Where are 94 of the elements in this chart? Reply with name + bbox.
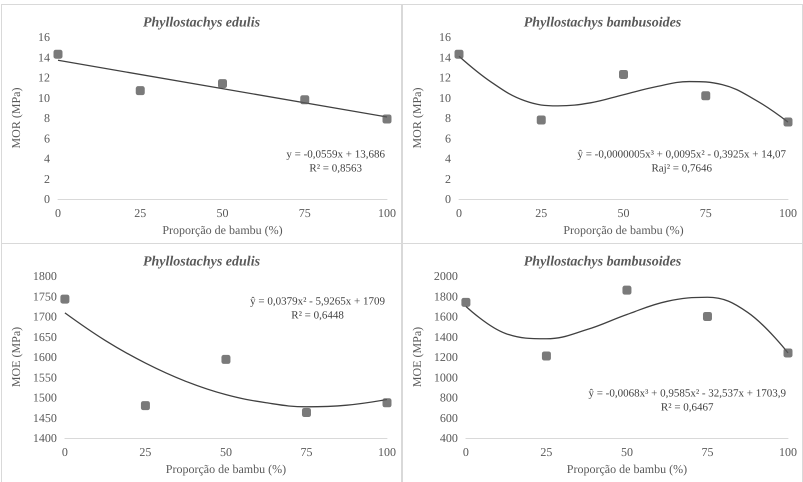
annotation: ŷ = -0,0068x³ + 0,9585x² - 32,537x + 1703,9 bbox=[588, 388, 786, 400]
point bbox=[701, 91, 710, 100]
x-tick-label: 25 bbox=[134, 206, 146, 220]
y-tick-label: 16 bbox=[38, 30, 50, 44]
y-axis-title: MOE (MPa) bbox=[410, 326, 424, 388]
point bbox=[622, 286, 632, 295]
chart-title: Phyllostachys edulis bbox=[142, 254, 261, 270]
y-tick-label: 400 bbox=[440, 431, 458, 445]
annotation: R² = 0,6467 bbox=[660, 402, 714, 414]
y-tick-label: 2 bbox=[445, 172, 451, 186]
y-tick-label: 1450 bbox=[32, 410, 57, 425]
y-tick-label: 10 bbox=[439, 90, 451, 105]
x-tick-label: 75 bbox=[298, 206, 311, 220]
point bbox=[542, 351, 551, 360]
y-axis-title: MOR (MPa) bbox=[410, 87, 424, 149]
y-tick-label: 14 bbox=[38, 50, 50, 64]
y-tick-label: 6 bbox=[44, 131, 50, 146]
x-tick-label: 100 bbox=[779, 206, 797, 220]
y-tick-label: 10 bbox=[38, 90, 50, 105]
x-tick-label: 25 bbox=[535, 206, 548, 220]
point bbox=[140, 401, 150, 410]
point bbox=[454, 50, 464, 59]
point bbox=[136, 86, 145, 96]
x-axis-title: Proporção de bambu (%) bbox=[162, 222, 283, 237]
y-tick-label: 2000 bbox=[434, 269, 458, 283]
point bbox=[302, 408, 311, 417]
x-tick-label: 50 bbox=[220, 445, 232, 459]
y-tick-label: 1200 bbox=[434, 350, 458, 364]
x-tick-label: 0 bbox=[62, 445, 68, 459]
chart-title: Phyllostachys bambusoides bbox=[524, 254, 682, 270]
y-tick-label: 1750 bbox=[32, 289, 57, 304]
x-tick-label: 100 bbox=[779, 445, 797, 459]
x-tick-label: 75 bbox=[700, 206, 712, 220]
point bbox=[218, 79, 227, 88]
annotation: y = -0,0559x + 13,686 bbox=[286, 148, 386, 160]
point bbox=[619, 70, 628, 79]
y-tick-label: 1400 bbox=[434, 330, 458, 344]
y-tick-label: 1000 bbox=[434, 370, 458, 384]
x-tick-label: 75 bbox=[701, 445, 714, 459]
y-tick-label: 0 bbox=[44, 192, 50, 206]
y-tick-label: 12 bbox=[439, 70, 451, 84]
annotation: R² = 0,6448 bbox=[291, 310, 344, 322]
y-tick-label: 1400 bbox=[32, 431, 57, 445]
y-tick-label: 1600 bbox=[32, 350, 57, 364]
point bbox=[221, 354, 230, 364]
x-tick-label: 25 bbox=[139, 445, 152, 459]
point bbox=[784, 118, 792, 127]
annotation: Raj² = 0,7646 bbox=[651, 162, 712, 174]
x-tick-label: 50 bbox=[216, 206, 228, 220]
y-tick-label: 1800 bbox=[32, 269, 57, 283]
y-axis-title: MOE (MPa) bbox=[9, 326, 23, 388]
point bbox=[784, 348, 792, 358]
point bbox=[60, 294, 70, 304]
point bbox=[382, 398, 392, 408]
y-tick-label: 4 bbox=[445, 152, 451, 166]
x-tick-label: 75 bbox=[300, 445, 312, 459]
x-tick-label: 25 bbox=[540, 445, 552, 459]
y-tick-label: 2 bbox=[44, 172, 50, 186]
y-tick-label: 1650 bbox=[32, 330, 57, 344]
annotation: R² = 0,8563 bbox=[309, 162, 363, 174]
y-tick-label: 1550 bbox=[32, 370, 57, 384]
x-axis-title: Proporção de bambu (%) bbox=[566, 462, 688, 476]
y-tick-label: 8 bbox=[44, 111, 50, 125]
y-tick-label: 600 bbox=[440, 410, 458, 425]
x-tick-label: 0 bbox=[462, 445, 469, 459]
annotation: ŷ = -0,0000005x³ + 0,0095x² - 0,3925x + 14,07 bbox=[577, 148, 786, 160]
y-tick-label: 12 bbox=[38, 70, 50, 84]
y-tick-label: 1700 bbox=[32, 310, 57, 324]
point bbox=[536, 116, 546, 125]
x-tick-label: 50 bbox=[620, 445, 633, 459]
y-axis-title: MOR (MPa) bbox=[9, 87, 23, 149]
annotation: ŷ = 0,0379x² - 5,9265x + 1709 bbox=[250, 296, 386, 308]
point bbox=[461, 298, 470, 307]
point bbox=[382, 114, 392, 124]
x-axis-title: Proporção de bambu (%) bbox=[563, 222, 684, 237]
y-tick-label: 1600 bbox=[434, 310, 458, 324]
point bbox=[300, 95, 310, 104]
y-tick-label: 0 bbox=[445, 192, 451, 206]
y-tick-label: 14 bbox=[439, 50, 451, 64]
y-tick-label: 8 bbox=[445, 111, 451, 125]
y-tick-label: 6 bbox=[445, 131, 451, 146]
point bbox=[54, 50, 62, 59]
y-tick-label: 16 bbox=[439, 30, 451, 44]
y-tick-label: 1800 bbox=[434, 289, 458, 304]
chart-title: Phyllostachys edulis bbox=[142, 16, 261, 30]
chart-title: Phyllostachys bambusoides bbox=[524, 16, 682, 30]
point bbox=[702, 312, 712, 321]
y-tick-label: 800 bbox=[440, 390, 458, 404]
y-tick-label: 4 bbox=[44, 152, 50, 166]
x-tick-label: 50 bbox=[618, 206, 630, 220]
x-tick-label: 100 bbox=[378, 445, 396, 459]
x-axis-title: Proporção de bambu (%) bbox=[166, 462, 286, 476]
y-tick-label: 1500 bbox=[32, 390, 57, 404]
x-tick-label: 100 bbox=[378, 206, 396, 220]
